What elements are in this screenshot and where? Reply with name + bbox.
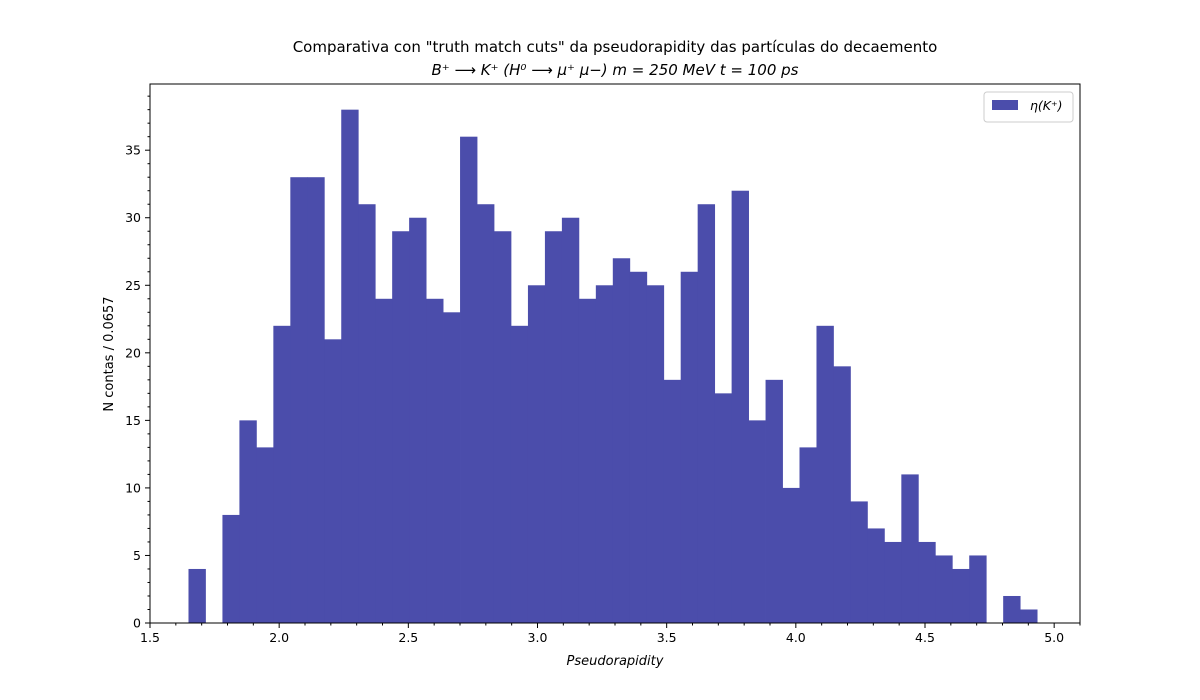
- legend-label: η(K⁺): [1030, 98, 1062, 113]
- histogram-bar: [731, 190, 749, 623]
- y-tick-label: 35: [125, 143, 141, 158]
- y-tick-label: 25: [125, 278, 141, 293]
- legend-box: [983, 91, 1074, 123]
- histogram-bar: [816, 325, 834, 623]
- chart-subtitle: B⁺ ⟶ K⁺ (H⁰ ⟶ μ⁺ μ−) m = 250 MeV t = 100…: [432, 61, 799, 79]
- legend-swatch: [992, 100, 1018, 110]
- x-tick-label: 4.0: [786, 630, 806, 645]
- histogram-bar: [341, 109, 359, 623]
- x-tick-label: 4.5: [915, 630, 935, 645]
- histogram-bar: [358, 204, 376, 623]
- histogram-bar: [646, 285, 665, 623]
- histogram-bar: [409, 217, 427, 623]
- y-axis-label: N contas / 0.0657: [102, 296, 117, 411]
- y-tick-label: 5: [133, 548, 141, 563]
- histogram-bar: [680, 271, 699, 623]
- histogram-bar: [561, 217, 580, 623]
- histogram-bar: [578, 298, 597, 623]
- histogram-bar: [748, 420, 766, 623]
- histogram-bar: [612, 258, 631, 623]
- histogram-bar: [290, 177, 308, 624]
- histogram-bar: [307, 177, 325, 624]
- histogram-bar: [460, 136, 478, 623]
- x-axis-label: Pseudorapidity: [567, 654, 664, 669]
- histogram-bar: [239, 420, 257, 623]
- x-tick-label: 2.5: [398, 630, 418, 645]
- histogram-bar: [765, 379, 783, 623]
- histogram-bar: [799, 447, 817, 623]
- histogram-bar: [952, 568, 970, 623]
- x-tick-label: 5.0: [1044, 630, 1064, 645]
- x-tick-label: 3.0: [528, 630, 548, 645]
- x-tick-label: 1.5: [140, 630, 160, 645]
- y-tick-label: 30: [125, 210, 141, 225]
- histogram-bar: [1020, 609, 1038, 623]
- histogram-bar: [867, 528, 885, 623]
- histogram-bar: [188, 568, 206, 623]
- histogram-bar: [324, 339, 342, 623]
- y-tick-label: 0: [133, 616, 141, 631]
- y-axis-ticks: 0 5 10 15 20 25 30 35: [125, 95, 150, 631]
- histogram-bar: [375, 298, 393, 623]
- histogram-bar: [918, 541, 936, 623]
- histogram-bar: [510, 325, 529, 623]
- histogram-bar: [833, 366, 851, 623]
- histogram-bar: [663, 379, 682, 623]
- histogram-bar: [256, 447, 274, 623]
- histogram-bar: [901, 474, 919, 623]
- histogram-bar: [493, 231, 512, 624]
- x-tick-label: 2.0: [269, 630, 289, 645]
- histogram-bar: [392, 231, 410, 624]
- histogram-bar: [426, 298, 444, 623]
- histogram-bar: [884, 541, 902, 623]
- histogram-bar: [527, 285, 546, 623]
- histogram-bar: [477, 204, 495, 623]
- histogram-bar: [1003, 595, 1021, 623]
- chart-title: Comparativa con "truth match cuts" da ps…: [293, 38, 938, 56]
- histogram-bar: [443, 312, 461, 623]
- x-axis-ticks: 1.5 2.0 2.5 3.0 3.5 4.0 4.5 5.0: [140, 623, 1081, 645]
- histogram-bar: [544, 231, 563, 624]
- histogram-bar: [595, 285, 614, 623]
- y-tick-label: 20: [125, 345, 141, 360]
- histogram-bar: [935, 555, 953, 623]
- legend: η(K⁺): [983, 91, 1074, 123]
- histogram-bar: [629, 271, 648, 623]
- histogram-bar: [222, 514, 240, 623]
- histogram-bar: [782, 487, 800, 623]
- histogram-bar: [273, 325, 291, 623]
- y-tick-label: 15: [125, 413, 141, 428]
- x-tick-label: 3.5: [657, 630, 677, 645]
- y-tick-label: 10: [125, 480, 141, 495]
- histogram-bar: [850, 501, 868, 623]
- histogram-bar: [697, 204, 716, 623]
- histogram-bars: [188, 109, 1038, 624]
- histogram-bar: [714, 393, 733, 623]
- histogram-bar: [969, 555, 987, 623]
